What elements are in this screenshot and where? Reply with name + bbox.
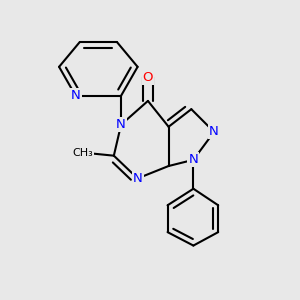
Text: N: N xyxy=(209,125,219,138)
Text: N: N xyxy=(71,89,80,102)
Text: N: N xyxy=(116,118,126,131)
Text: O: O xyxy=(143,71,153,84)
Text: N: N xyxy=(133,172,142,185)
Text: CH₃: CH₃ xyxy=(73,148,93,158)
Text: N: N xyxy=(188,153,198,166)
